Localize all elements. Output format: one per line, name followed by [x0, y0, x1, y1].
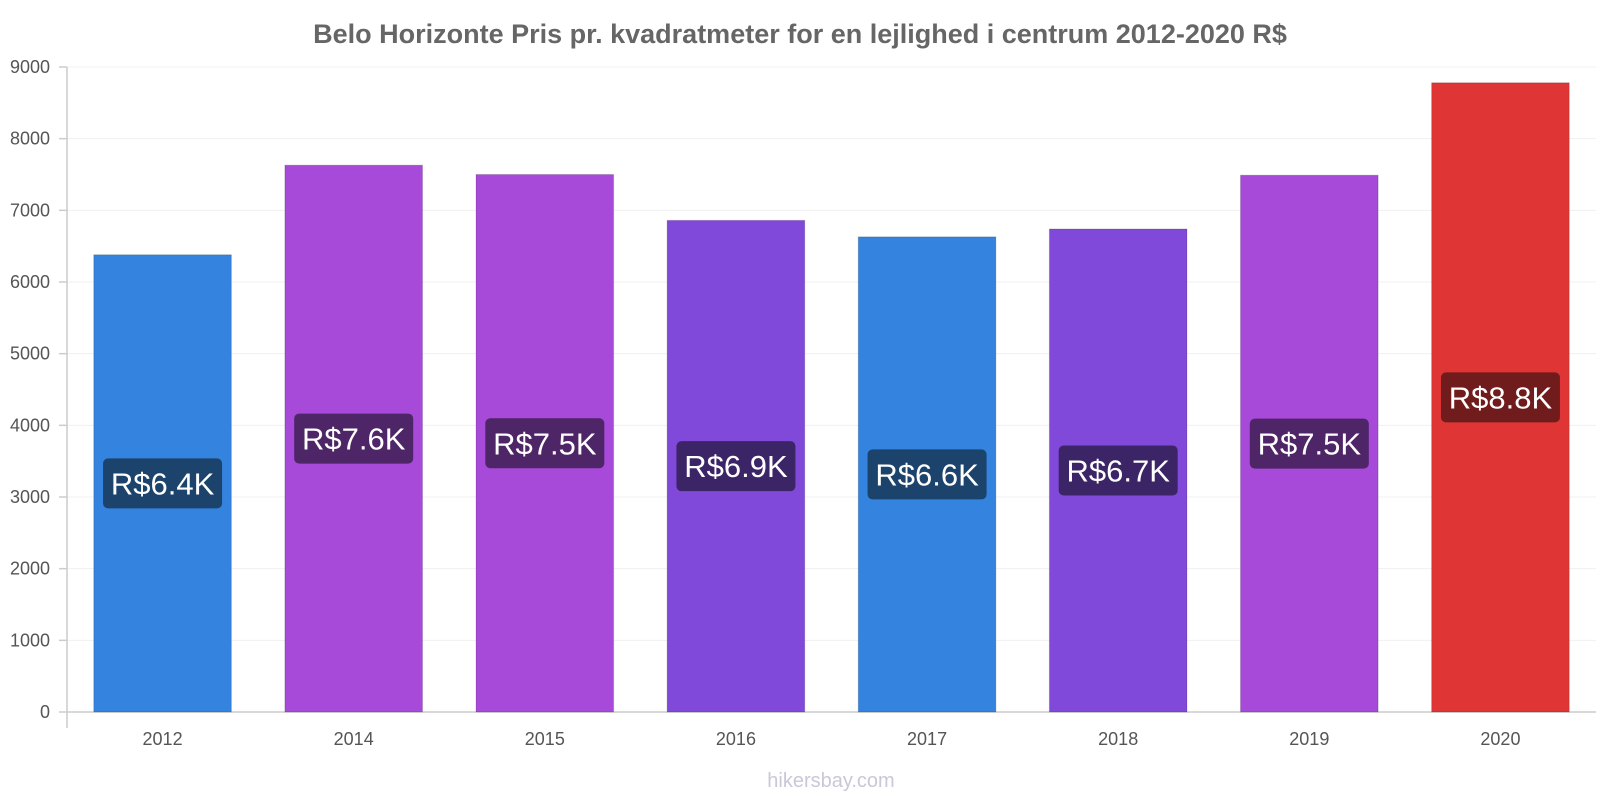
data-label: R$7.6K	[302, 422, 406, 457]
y-tick-label: 3000	[10, 487, 50, 507]
y-axis-ticks: 0 1000 2000 3000 4000 5000 6000 7000 8000 9000	[10, 57, 67, 722]
bars	[93, 82, 1570, 713]
y-tick-label: 2000	[10, 559, 50, 579]
x-tick-label: 2017	[907, 729, 947, 749]
chart-title: Belo Horizonte Pris pr. kvadratmeter for…	[313, 19, 1287, 49]
data-label: R$6.6K	[875, 457, 979, 492]
y-tick-label: 8000	[10, 129, 50, 149]
data-label-box	[1249, 418, 1369, 469]
data-label: R$6.7K	[1066, 453, 1170, 488]
y-tick-label: 0	[40, 702, 50, 722]
y-tick-label: 1000	[10, 630, 50, 650]
data-label: R$6.9K	[684, 449, 788, 484]
y-tick-label: 6000	[10, 272, 50, 292]
x-tick-label: 2014	[334, 729, 374, 749]
x-tick-label: 2015	[525, 729, 565, 749]
x-axis-ticks: 2012 2014 2015 2016 2017 2018 2019 2020	[143, 729, 1521, 749]
x-tick-label: 2019	[1289, 729, 1329, 749]
data-label-box	[1058, 445, 1178, 496]
data-label: R$6.4K	[111, 466, 215, 501]
data-labels: R$6.4K R$7.6K R$7.5K R$6.9K R$6.6K R$6.7K R$7.…	[103, 372, 1560, 509]
data-label: R$7.5K	[1258, 427, 1362, 462]
watermark: hikersbay.com	[767, 770, 894, 792]
data-label-box	[294, 413, 414, 464]
x-tick-label: 2020	[1480, 729, 1520, 749]
y-tick-label: 7000	[10, 200, 50, 220]
x-tick-label: 2012	[143, 729, 183, 749]
y-tick-label: 4000	[10, 415, 50, 435]
y-tick-label: 5000	[10, 344, 50, 364]
data-label-box	[485, 418, 605, 469]
x-tick-label: 2018	[1098, 729, 1138, 749]
data-label: R$8.8K	[1449, 380, 1553, 415]
data-label-box	[103, 458, 223, 509]
data-label: R$7.5K	[493, 426, 597, 461]
data-label-box	[1440, 372, 1560, 423]
data-label-box	[676, 441, 796, 492]
x-tick-label: 2016	[716, 729, 756, 749]
y-tick-label: 9000	[10, 57, 50, 77]
data-label-box	[867, 449, 987, 500]
